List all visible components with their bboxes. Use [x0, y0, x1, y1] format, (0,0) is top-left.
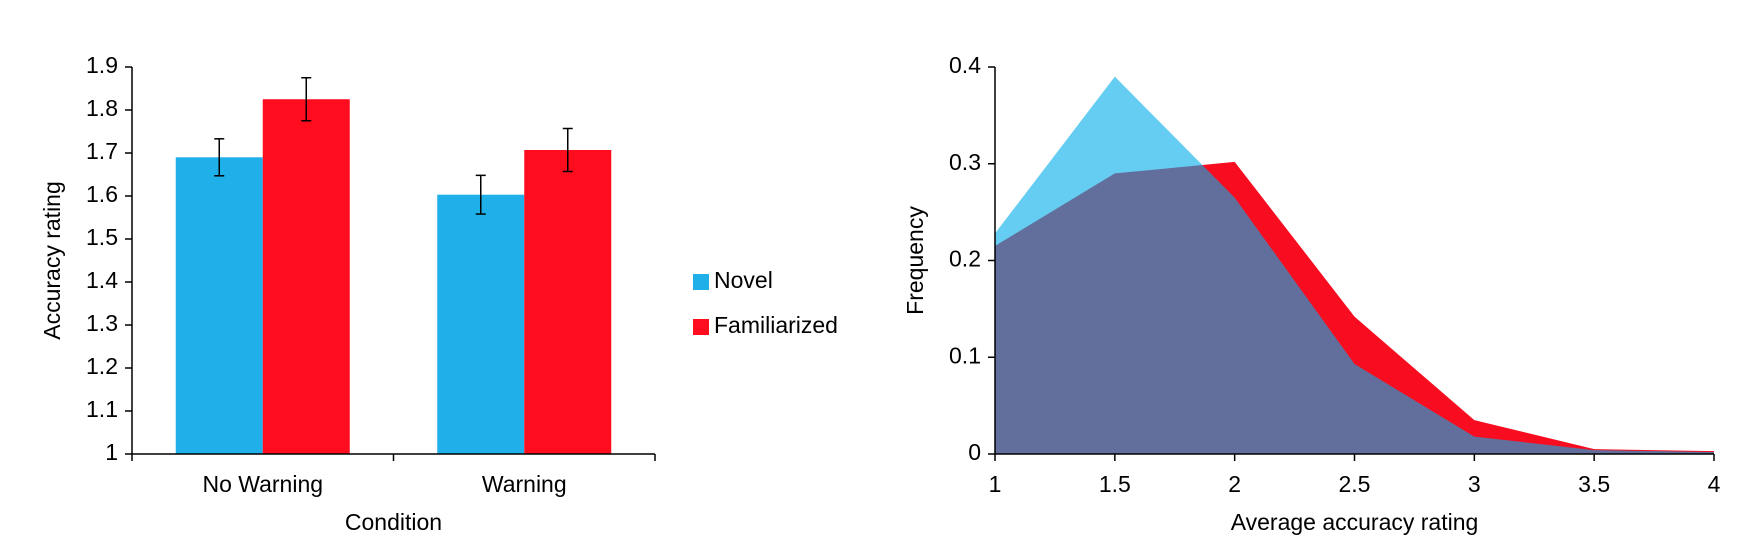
bar	[524, 149, 612, 455]
y-tick-label: 0.3	[949, 149, 981, 175]
y-tick-label: 0.4	[949, 52, 981, 78]
y-tick-label: 1.1	[86, 396, 118, 422]
y-tick-label: 1.5	[86, 224, 118, 250]
area	[995, 76, 1714, 455]
y-tick-label: 0.1	[949, 342, 981, 368]
legend-swatch	[693, 319, 709, 335]
y-tick-label: 0.2	[949, 246, 981, 272]
y-tick-label: 1.2	[86, 353, 118, 379]
bar	[437, 194, 525, 454]
x-tick-label: Warning	[482, 471, 567, 497]
y-axis-label: Frequency	[902, 206, 928, 315]
y-tick-label: 1.7	[86, 138, 118, 164]
x-tick-label: 2.5	[1339, 471, 1371, 497]
x-tick-label: 3	[1468, 471, 1481, 497]
x-tick-label: 2	[1228, 471, 1241, 497]
legend-label: Familiarized	[714, 312, 838, 338]
y-tick-label: 1.3	[86, 310, 118, 336]
legend-label: Novel	[714, 267, 773, 293]
x-axis-label: Average accuracy rating	[1231, 509, 1479, 535]
x-tick-label: 4	[1708, 471, 1721, 497]
legend-swatch	[693, 274, 709, 290]
x-axis-label: Condition	[345, 509, 442, 535]
x-tick-label: No Warning	[202, 471, 323, 497]
x-tick-label: 1.5	[1099, 471, 1131, 497]
bar	[262, 99, 350, 454]
y-tick-label: 1	[105, 439, 118, 465]
y-tick-label: 1.4	[86, 267, 118, 293]
y-tick-label: 1.9	[86, 52, 118, 78]
x-tick-label: 1	[989, 471, 1002, 497]
y-tick-label: 1.8	[86, 95, 118, 121]
y-tick-label: 1.6	[86, 181, 118, 207]
bar	[175, 157, 263, 455]
y-axis-label: Accuracy rating	[39, 181, 65, 340]
x-tick-label: 3.5	[1578, 471, 1610, 497]
y-tick-label: 0	[968, 439, 981, 465]
